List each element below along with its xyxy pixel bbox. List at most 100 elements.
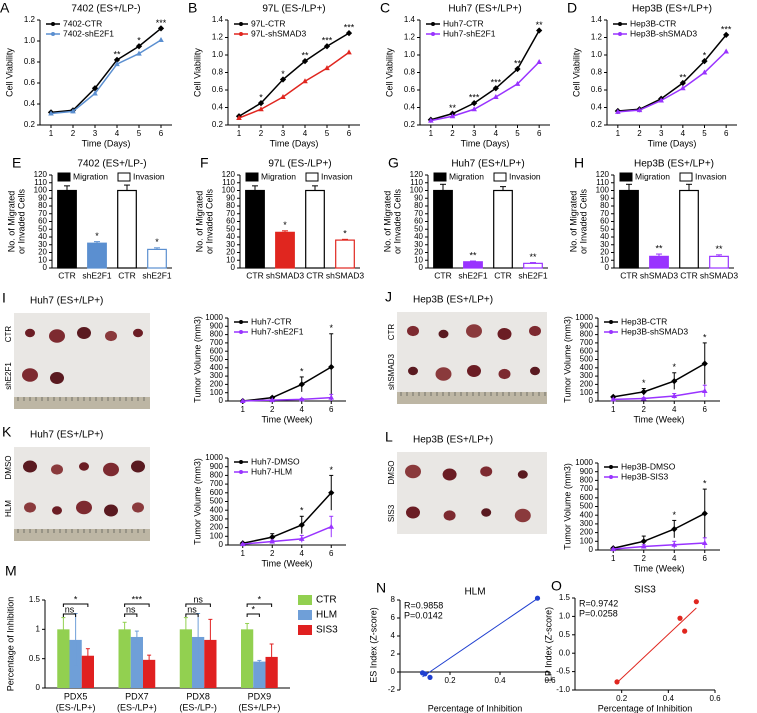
x-tick-label: 0.2 (444, 676, 456, 685)
y-tick-label: 110 (222, 178, 235, 187)
x-tick-label: CTR (680, 270, 697, 280)
significance-bracket (124, 613, 138, 617)
y-tick-label: 30 (414, 240, 423, 249)
row-label: shSMAD3 (387, 353, 396, 390)
bar (253, 661, 266, 688)
legend-marker (609, 320, 613, 324)
x-tick-label: 0.6 (544, 676, 556, 685)
significance: * (672, 362, 676, 372)
bar (679, 189, 699, 269)
x-tick-label: 4 (300, 549, 305, 558)
significance-bracket (185, 603, 211, 607)
bar (143, 659, 156, 688)
significance: * (343, 229, 347, 239)
fit-line (616, 607, 697, 684)
marker (428, 117, 434, 123)
significance: ** (514, 58, 522, 68)
legend-label: Invasion (509, 171, 541, 181)
y-tick-label: 1.2 (404, 33, 416, 42)
row-label: CTR (387, 324, 396, 341)
bar (649, 255, 669, 269)
x-tick-label: 6 (347, 129, 352, 138)
y-tick-label: 6 (391, 613, 396, 622)
marker (640, 538, 647, 545)
x-tick-label: 3 (93, 129, 98, 138)
bar (463, 261, 483, 269)
x-axis-label: Time (Days) (461, 138, 510, 148)
significance: * (95, 231, 99, 241)
ruler (14, 529, 150, 541)
significance: * (258, 594, 262, 604)
x-tick-label: 1 (241, 405, 246, 414)
marker (536, 59, 542, 64)
x-tick-label: CTR (246, 270, 263, 280)
tumor (50, 372, 64, 384)
panel-letter: D (567, 0, 577, 16)
legend-label: Hep3B-shSMAD3 (630, 28, 697, 38)
panel-letter: J (385, 289, 392, 305)
significance: *** (322, 36, 333, 46)
x-tick-label: 4 (300, 405, 305, 414)
legend-label: HLM (316, 610, 337, 621)
significance-bracket (62, 613, 77, 617)
row-label: CTR (4, 326, 13, 343)
y-tick-label: 0 (219, 540, 224, 549)
significance: *** (344, 23, 355, 33)
x-tick-label: 4 (681, 129, 686, 138)
bar (305, 189, 325, 269)
series-line (242, 396, 332, 402)
y-tick-label: 100 (210, 388, 224, 397)
x-tick-label: 6 (703, 554, 708, 563)
marker (493, 94, 499, 99)
x-tick-label: CTR (118, 270, 135, 280)
x-tick-label: 2 (259, 129, 264, 138)
y-tick-label: 1.0 (24, 36, 36, 45)
x-tick-label: 4 (672, 554, 677, 563)
y-tick-label: 1 (36, 624, 41, 633)
y-tick-label: 500 (580, 355, 594, 364)
x-tick-label: 2 (270, 405, 275, 414)
legend-label: Migration (73, 171, 108, 181)
panel-letter: O (551, 578, 562, 594)
tumor (443, 510, 456, 521)
tumor (105, 330, 117, 342)
x-axis-label: Time (Week) (261, 558, 312, 568)
x-tick-label: 2 (642, 405, 647, 414)
tumor (514, 508, 531, 523)
y-tick-label: 900 (580, 467, 594, 476)
bar (192, 636, 205, 688)
y-tick-label: 120 (222, 170, 236, 179)
significance: * (703, 332, 707, 342)
chart-title: Hep3B (ES+/LP+) (632, 4, 712, 15)
significance: ** (655, 243, 663, 253)
y-axis-label: No. of Migrated (382, 191, 392, 253)
marker (658, 97, 664, 103)
y-tick-label: 10 (226, 255, 235, 264)
y-axis-label: No. of Migrated (568, 191, 578, 253)
legend-label: Hep3B-DMSO (621, 461, 676, 471)
y-tick-label: 20 (414, 248, 423, 257)
legend-marker (609, 475, 613, 479)
y-axis-label: or Invaded Cells (16, 188, 26, 254)
y-tick-label: 120 (410, 170, 424, 179)
x-tick-label: 1 (611, 554, 616, 563)
marker (449, 113, 456, 119)
tumor (79, 462, 89, 471)
tumor (529, 325, 541, 337)
y-tick-label: 90 (600, 193, 609, 202)
significance: ** (536, 20, 544, 30)
marker (136, 50, 142, 56)
legend-marker (239, 32, 243, 36)
y-axis-label: Cell Viability (384, 48, 394, 97)
y-tick-label: 8 (391, 595, 396, 604)
x-tick-label: 5 (702, 129, 707, 138)
y-tick-label: 100 (580, 536, 594, 545)
y-axis-label: Cell Viability (571, 48, 581, 97)
y-tick-label: 0.8 (591, 68, 603, 77)
bar (204, 639, 217, 688)
tumor (133, 328, 143, 338)
significance: * (74, 594, 78, 604)
marker (723, 48, 729, 54)
bar (619, 189, 639, 269)
x-tick-label: 4 (303, 129, 308, 138)
